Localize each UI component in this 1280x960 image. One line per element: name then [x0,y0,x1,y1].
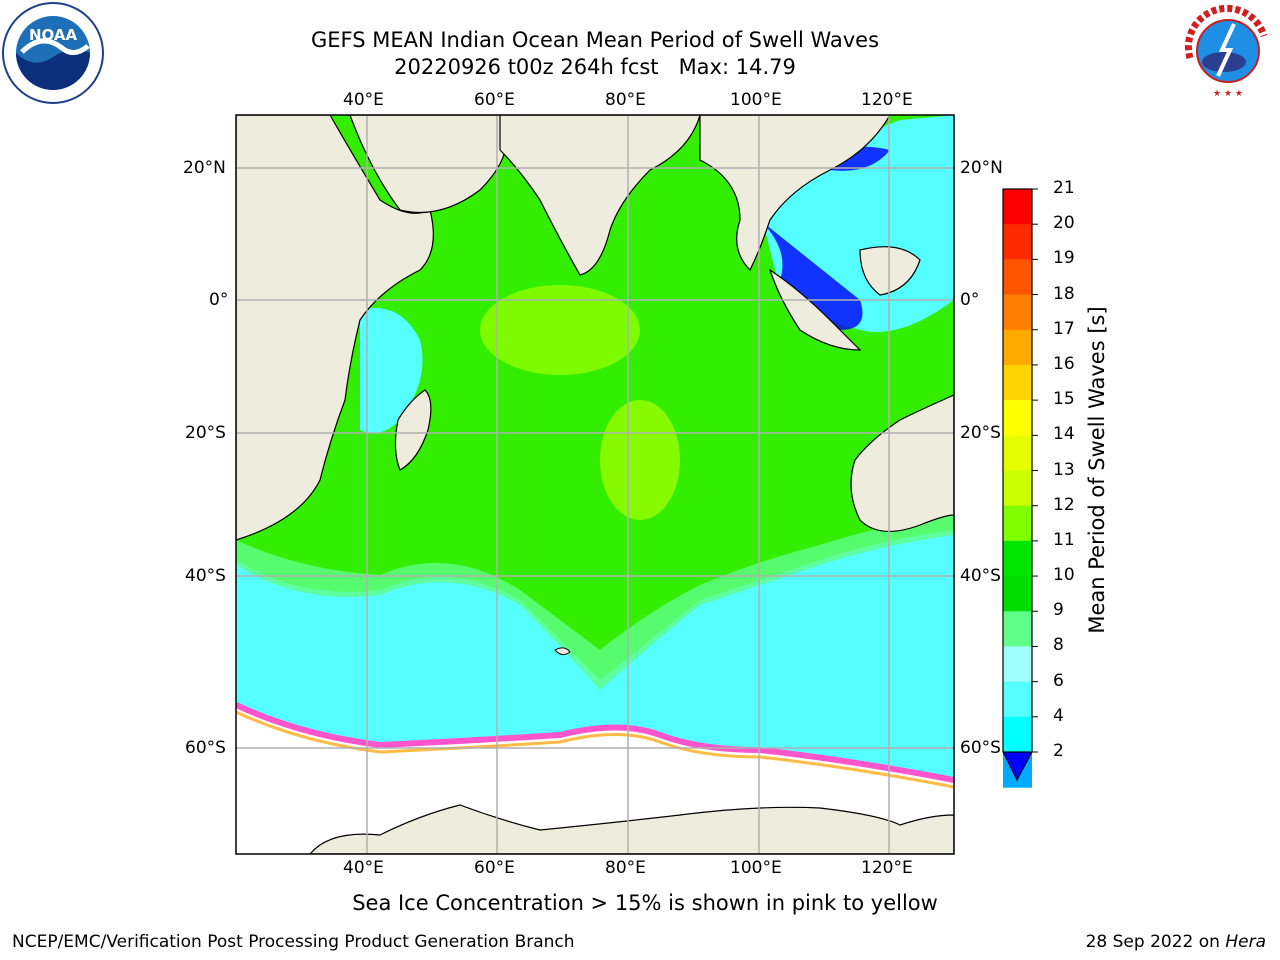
bottom-lon-tick-100e: 100°E [730,858,782,878]
colorbar-tick-label: 13 [1053,459,1075,480]
colorbar-tick-label: 11 [1053,529,1075,550]
nws-logo: ★ ★ ★ [1178,2,1278,100]
right-lat-tick-0: 0° [960,290,980,310]
colorbar-segment [1003,646,1032,683]
colorbar-title: Mean Period of Swell Waves [s] [1085,306,1109,634]
footer-date-text: 28 Sep 2022 on [1085,932,1226,952]
map-frame [235,114,955,855]
colorbar-segment [1003,224,1032,260]
top-lon-tick-120e: 120°E [861,90,913,110]
very-short-swell-east [760,220,863,330]
svg-text:★ ★ ★: ★ ★ ★ [1213,89,1243,99]
colorbar-tick-label: 21 [1053,178,1075,198]
mid-swell-band [236,515,954,690]
footer-host: Hera [1225,932,1266,952]
right-lat-tick-20s: 20°S [960,423,1001,443]
colorbar-segment [1003,681,1032,718]
map-title: GEFS MEAN Indian Ocean Mean Period of Sw… [310,28,880,52]
colorbar-tick-label: 14 [1053,424,1075,445]
land-madagascar [394,389,432,471]
colorbar-segment [1003,400,1032,436]
colorbar-segment [1003,364,1032,401]
colorbar-segment [1003,294,1032,331]
top-lon-tick-40e: 40°E [343,90,384,110]
left-lat-tick-20n: 20°N [183,158,226,178]
land-sumatra [768,268,862,351]
left-lat-tick-40s: 40°S [185,566,226,586]
sea-ice-caption: Sea Ice Concentration > 15% is shown in … [352,891,938,915]
footer-producer: NCEP/EMC/Verification Post Processing Pr… [12,932,575,952]
map-subtitle: 20220926 t00z 264h fcst Max: 14.79 [394,55,796,79]
long-swell-core-1 [480,285,640,375]
footer-date: 28 Sep 2022 on Hera [1086,932,1266,952]
colorbar-segment [1003,505,1032,542]
colorbar-tick-label: 6 [1053,670,1064,691]
colorbar-segment [1003,329,1032,366]
colorbar-tick-label: 16 [1053,353,1075,374]
land-antarctica [309,804,954,854]
colorbar-tick-label: 9 [1053,600,1064,621]
bottom-lon-tick-60e: 60°E [474,858,515,878]
colorbar-tick-label: 19 [1053,248,1075,269]
graticule [236,115,954,854]
bottom-lon-tick-120e: 120°E [861,858,913,878]
colorbar-segment [1003,716,1032,753]
right-lat-tick-60s: 60°S [960,738,1001,758]
colorbar-segment [1003,576,1032,612]
short-swell-west [360,308,423,434]
colorbar-tick-label: 15 [1053,389,1075,410]
colorbar-segment [1003,189,1032,225]
left-lat-tick-20s: 20°S [185,423,226,443]
colorbar-tick-label: 20 [1053,213,1075,234]
colorbar-segment [1003,611,1032,647]
colorbar-segment [1003,540,1032,577]
bottom-lon-tick-40e: 40°E [343,858,384,878]
bottom-lon-tick-80e: 80°E [605,858,646,878]
colorbar [1003,188,1038,788]
colorbar-tick-label: 10 [1053,565,1075,586]
colorbar-tick-label: 12 [1053,494,1075,515]
right-lat-tick-20n: 20°N [960,158,1003,178]
top-lon-tick-100e: 100°E [730,90,782,110]
long-swell-core-2 [600,400,680,520]
left-lat-tick-60s: 60°S [185,738,226,758]
left-lat-tick-0: 0° [209,290,229,310]
colorbar-tick-label: 2 [1053,741,1064,761]
land-southeast-asia [699,115,891,272]
colorbar-frame [1002,188,1033,753]
colorbar-segment [1003,470,1032,507]
colorbar-segment [1003,435,1032,471]
colorbar-tick-label: 8 [1053,635,1064,656]
sea-ice-edge [236,702,954,783]
top-lon-tick-80e: 80°E [605,90,646,110]
colorbar-tick-label: 17 [1053,318,1075,339]
colorbar-tick-label: 18 [1053,283,1075,304]
colorbar-segment [1003,259,1032,296]
noaa-logo: NOAA [2,2,104,104]
right-lat-tick-40s: 40°S [960,566,1001,586]
land-australia [850,394,954,533]
land-kerguelen [554,647,571,656]
top-lon-tick-60e: 60°E [474,90,515,110]
svg-text:NOAA: NOAA [29,26,78,44]
colorbar-tick-label: 4 [1053,705,1064,726]
land-india [499,115,701,276]
land-borneo [859,246,921,296]
